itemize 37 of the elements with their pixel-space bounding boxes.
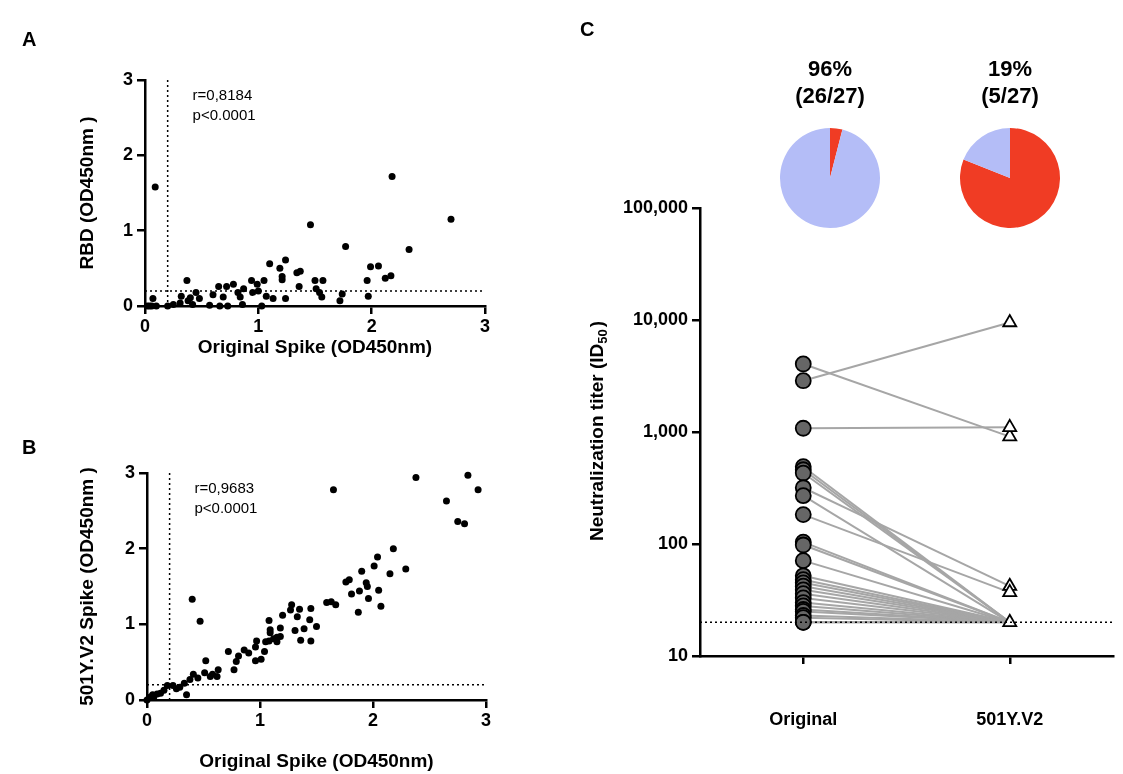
chart-title: C [580, 17, 595, 40]
x-tick-label: 501Y.V2 [976, 708, 1044, 729]
y-tick-label: 100,000 [622, 196, 688, 217]
y-tick-label: 1 [124, 613, 135, 634]
y-tick-label: 10 [667, 644, 688, 665]
chart-title: 96% (26/27) [795, 56, 865, 109]
x-axis-title: Original Spike (OD450nm) [199, 750, 434, 772]
annotation: p<0.0001 [192, 106, 256, 124]
x-tick-label: 0 [141, 709, 153, 730]
annotation: r=0,9683 [194, 479, 255, 497]
y-tick-label: 1 [122, 219, 133, 240]
x-tick-label: Original [769, 708, 838, 729]
annotation: r=0,8184 [192, 86, 253, 104]
y-axis-title: RBD (OD450nm ) [76, 116, 98, 270]
y-tick-label: 0 [124, 688, 135, 709]
x-tick-label: 1 [253, 315, 264, 336]
x-tick-label: 2 [366, 315, 377, 336]
y-tick-label: 10,000 [632, 308, 688, 329]
x-tick-label: 2 [367, 709, 379, 730]
y-tick-label: 2 [122, 144, 133, 165]
chart-title: A [22, 27, 37, 50]
x-tick-label: 3 [480, 709, 492, 730]
chart-title: B [22, 435, 37, 458]
y-tick-label: 0 [122, 294, 133, 315]
x-axis-title: Original Spike (OD450nm) [197, 336, 433, 358]
y-tick-label: 1,000 [642, 420, 688, 441]
x-tick-label: 1 [254, 709, 266, 730]
y-tick-label: 100 [657, 532, 688, 553]
x-tick-label: 0 [139, 315, 151, 336]
y-tick-label: 3 [122, 68, 133, 89]
chart-title: 19% (5/27) [981, 56, 1039, 109]
y-tick-label: 2 [124, 537, 135, 558]
y-axis-title: 501Y.V2 Spike (OD450nm ) [76, 467, 98, 706]
annotation: p<0.0001 [194, 499, 258, 517]
x-tick-label: 3 [479, 315, 491, 336]
y-axis-title: Neutralization titer (ID50) [586, 320, 611, 542]
y-tick-label: 3 [124, 461, 135, 482]
